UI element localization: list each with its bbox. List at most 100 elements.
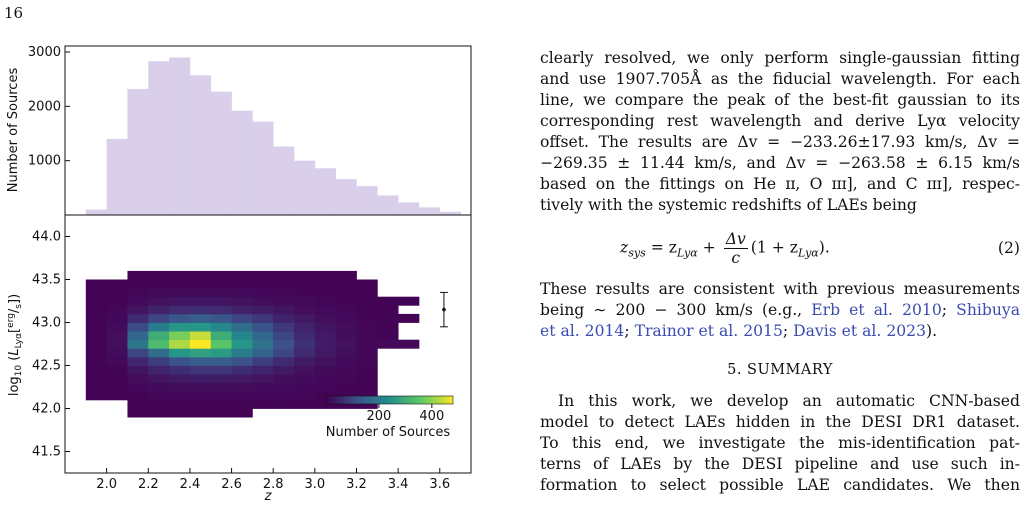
heatmap-cell [377, 296, 399, 306]
colorbar-label: Number of Sources [326, 425, 451, 440]
heatmap-cell [314, 296, 337, 306]
heatmap-cell [252, 313, 274, 323]
heatmap-cell [294, 374, 316, 384]
heatmap-cell [356, 331, 378, 341]
p3-line: To this end, we investigate the mis-iden… [540, 434, 1020, 452]
heatmap-cell [252, 331, 274, 341]
histogram-bar [356, 186, 378, 215]
heatmap-cell [231, 331, 253, 341]
heatmap-cell [189, 288, 212, 298]
heatmap-cell [314, 339, 337, 349]
heatmap-cell [252, 391, 274, 401]
heatmap-cell [169, 399, 191, 409]
heatmap-frame [64, 214, 472, 474]
heatmap-cell [294, 270, 316, 280]
heatmap-cell [335, 270, 357, 280]
x-tick-label: 3.4 [388, 477, 409, 492]
heatmap-cell [252, 288, 274, 298]
y-tick-label: 43.0 [32, 316, 61, 331]
heatmap-cell [127, 331, 149, 341]
heatmap-cell [210, 279, 232, 289]
histogram-bar [377, 195, 399, 215]
heatmap-cell [85, 313, 108, 323]
equation-number: (2) [997, 239, 1020, 257]
histogram-y-ticks: 1000 2000 3000 [28, 45, 70, 169]
eq-tail: (1 + z [750, 238, 798, 257]
heatmap-cell [210, 305, 232, 315]
citation-link[interactable]: Davis et al. 2023 [793, 322, 926, 340]
heatmap-cell [106, 365, 128, 375]
heatmap-cell [231, 322, 253, 332]
heatmap-cell [210, 365, 232, 375]
y-tick-label: 2000 [28, 99, 61, 114]
y-tick-label: 3000 [28, 45, 61, 60]
y-tick-label: 44.0 [32, 230, 61, 245]
heatmap-cell [148, 331, 170, 341]
heatmap-cell [85, 391, 108, 401]
y-tick-label: 42.0 [32, 402, 61, 417]
p2-end: ). [926, 322, 938, 340]
heatmap-cell [148, 408, 170, 418]
p1-line: −269.35 ± 11.44 km/s, and Δv = −263.58 ±… [540, 154, 1020, 172]
heatmap-cell [169, 408, 191, 418]
eq-tail-sub: Lyα [797, 246, 819, 260]
heatmap-cell [189, 365, 212, 375]
heatmap-cell [169, 391, 191, 401]
citation-link[interactable]: Erb et al. 2010 [811, 301, 942, 319]
eq-numerator: Δv [723, 230, 748, 249]
histogram-bar [335, 179, 357, 215]
histogram-bar [273, 146, 295, 215]
citation-link[interactable]: Trainor et al. 2015 [634, 322, 783, 340]
colorbar-ticks: 200 400 [367, 404, 444, 424]
heatmap-cell [106, 313, 128, 323]
histogram-bars [85, 57, 461, 216]
heatmap-cell [210, 374, 232, 384]
heatmap-cell [148, 348, 170, 358]
heatmap-cell [210, 288, 232, 298]
heatmap-cell [127, 348, 149, 358]
heatmap-cell [189, 374, 212, 384]
heatmap-cell [398, 296, 420, 306]
heatmap-cell [148, 374, 170, 384]
paragraph-3: In this work, we develop an automatic CN… [540, 391, 1020, 496]
citation-link[interactable]: et al. 2014 [540, 322, 625, 340]
heatmap-cell [294, 348, 316, 358]
heatmap-cell [231, 305, 253, 315]
heatmap-cell [314, 288, 337, 298]
p2-text: being ∼ 200 − 300 km/s (e.g., [540, 301, 812, 319]
x-tick-label: 2.2 [138, 477, 159, 492]
heatmap-cell [148, 296, 170, 306]
heatmap-cell [252, 305, 274, 315]
heatmap-cell [273, 374, 295, 384]
heatmap-cell [314, 374, 337, 384]
p1-line: line, we compare the peak of the best-fi… [540, 91, 1020, 109]
heatmap-cell [210, 270, 232, 280]
heatmap-cell [169, 365, 191, 375]
histogram-bar [169, 57, 191, 215]
citation-link[interactable]: Shibuya [956, 301, 1020, 319]
heatmap-cell [85, 339, 108, 349]
heatmap-cell [85, 279, 108, 289]
heatmap-cell [106, 296, 128, 306]
heatmap-cell [169, 382, 191, 392]
eq-end: ). [818, 238, 830, 257]
heatmap-cell [85, 296, 108, 306]
heatmap-cell [356, 356, 378, 366]
heatmap-cell [377, 305, 399, 315]
heatmap-cell [294, 365, 316, 375]
heatmap-cell [252, 374, 274, 384]
page-number: 16 [4, 4, 24, 22]
heatmap-cell [106, 356, 128, 366]
colorbar-tick-label: 400 [419, 409, 444, 424]
heatmap-cell [294, 356, 316, 366]
heatmap-cell [210, 391, 232, 401]
heatmap-cell [106, 331, 128, 341]
heatmap-cell [273, 331, 295, 341]
x-tick-label: 3.6 [429, 477, 450, 492]
histogram-bar [439, 211, 461, 215]
heatmap-cell [189, 296, 212, 306]
heatmap-cell [314, 305, 337, 315]
heatmap-cell [314, 331, 337, 341]
histogram-bar [106, 138, 128, 215]
